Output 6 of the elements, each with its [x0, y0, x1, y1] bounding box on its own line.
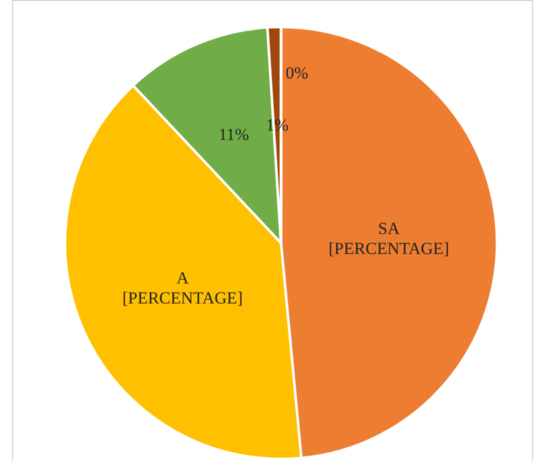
slice-label: A	[176, 268, 190, 288]
slice-label: SA	[378, 218, 400, 238]
data-label: [PERCENTAGE]	[328, 238, 450, 258]
data-label: [PERCENTAGE]	[122, 288, 243, 308]
data-label: 11%	[218, 124, 250, 144]
text: 0%	[286, 63, 308, 82]
